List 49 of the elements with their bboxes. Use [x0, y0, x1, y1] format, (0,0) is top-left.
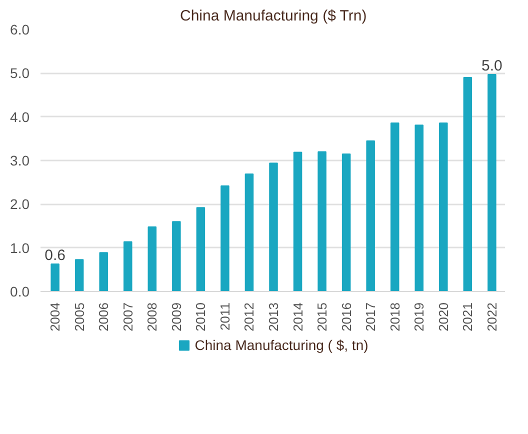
- chart-title: China Manufacturing ($ Trn): [180, 8, 367, 24]
- bar: [244, 174, 254, 292]
- y-tick-label: 4.0: [10, 108, 30, 125]
- x-tick-label: 2021: [460, 302, 476, 332]
- bar: [74, 259, 84, 292]
- x-tick-label: 2008: [144, 302, 160, 332]
- bar: [488, 74, 496, 292]
- x-tick-label: 2006: [96, 302, 112, 332]
- x-tick-label: 2012: [242, 302, 257, 332]
- y-tick-label: 6.0: [10, 22, 30, 38]
- bar: [414, 124, 424, 292]
- x-tick-label: 2010: [193, 302, 208, 332]
- x-tick-label: 2007: [120, 302, 136, 332]
- data-label: 5.0: [482, 57, 502, 74]
- x-tick-label: 2005: [72, 302, 87, 332]
- bar: [50, 263, 60, 292]
- x-tick-label: 2018: [387, 302, 402, 332]
- x-tick-label: 2019: [412, 302, 427, 332]
- bar: [318, 151, 326, 292]
- bar: [269, 162, 278, 292]
- bar: [148, 226, 157, 292]
- bar: [123, 241, 132, 292]
- x-tick-label: 2017: [363, 302, 378, 332]
- bar: [293, 152, 302, 292]
- bar: [196, 207, 206, 292]
- y-tick-label: 5.0: [10, 65, 30, 82]
- y-tick-label: 2.0: [10, 196, 30, 212]
- data-label: 0.6: [44, 246, 66, 264]
- x-tick-label: 2016: [338, 302, 354, 332]
- y-tick-label: 3.0: [10, 152, 30, 168]
- y-tick-label: 1.0: [10, 240, 30, 256]
- x-tick-label: 2013: [266, 302, 281, 332]
- y-tick-label: 0.0: [10, 284, 30, 300]
- bar: [439, 122, 448, 292]
- bar: [99, 252, 108, 292]
- x-tick-label: 2011: [217, 302, 232, 330]
- bar: [220, 185, 230, 292]
- bar: [463, 77, 472, 292]
- x-tick-label: 2022: [484, 302, 500, 332]
- x-tick-label: 2014: [290, 302, 306, 332]
- x-tick-label: 2020: [436, 302, 451, 332]
- legend-label: China Manufacturing ( $, tn): [194, 337, 368, 353]
- bar: [366, 140, 375, 292]
- bar: [390, 122, 400, 292]
- x-tick-label: 2015: [314, 302, 330, 332]
- bar: [172, 221, 181, 292]
- bar: [342, 153, 351, 292]
- x-tick-label: 2009: [168, 302, 184, 332]
- x-tick-label: 2004: [48, 302, 63, 332]
